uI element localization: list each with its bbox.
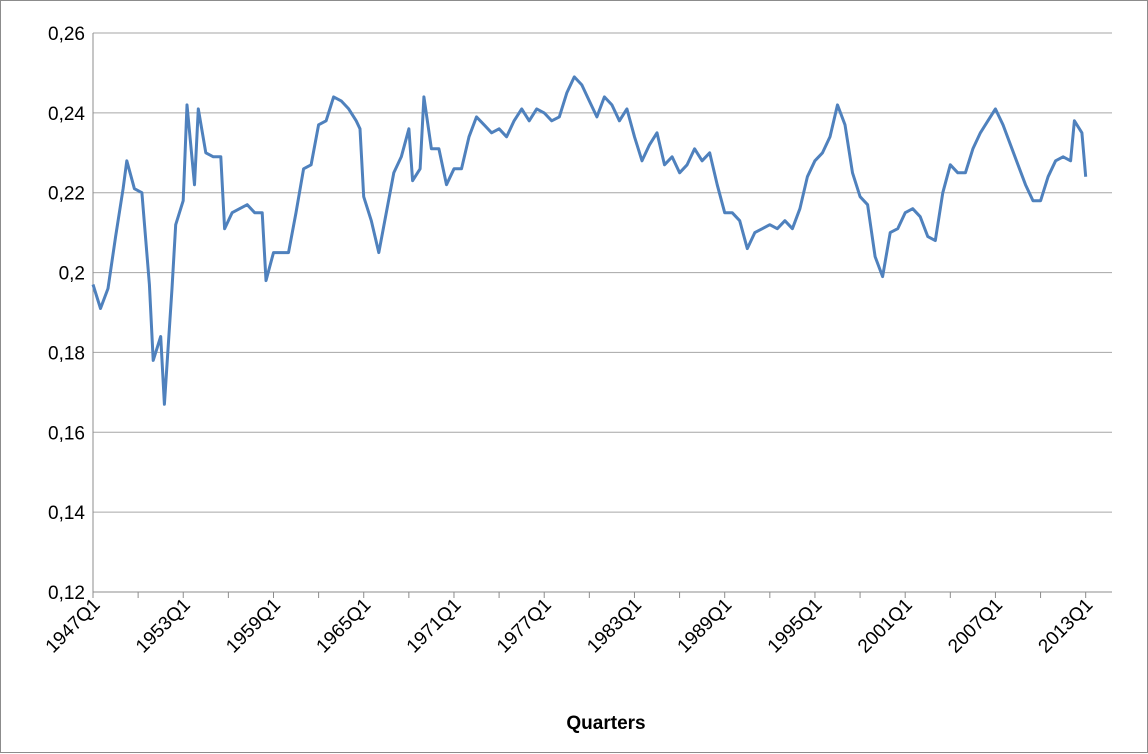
x-tick-label: 1965Q1	[313, 595, 376, 658]
x-tick-label: 1947Q1	[42, 595, 105, 658]
x-tick-label-group: 1971Q1	[403, 595, 466, 658]
y-tick-label: 0,24	[48, 104, 85, 125]
gridlines	[93, 32, 1112, 513]
x-tick-label-group: 1977Q1	[493, 595, 556, 658]
series-layer	[91, 75, 1088, 406]
y-tick-label: 0,12	[48, 583, 85, 604]
x-tick-label: 1971Q1	[403, 595, 466, 658]
x-tick-label: 1989Q1	[674, 595, 737, 658]
x-tick-label-group: 1953Q1	[132, 595, 195, 658]
y-tick-label: 0,18	[48, 343, 85, 364]
y-tick-labels: 0,12 0,14 0,16 0,18 0,2 0,22 0,24 0,26	[48, 24, 85, 604]
x-tick-label: 2013Q1	[1035, 595, 1098, 658]
x-tick-label-group: 1959Q1	[222, 595, 285, 658]
y-tick-label: 0,22	[48, 184, 85, 205]
x-tick-label: 1983Q1	[583, 595, 646, 658]
x-tick-labels: 1947Q1 1953Q1 1959Q1 1965Q1 1971Q1 1977Q1 1983…	[42, 595, 1097, 658]
x-tick-label: 2001Q1	[854, 595, 917, 658]
x-tick-label-group: 1989Q1	[674, 595, 737, 658]
x-axis-title: Quarters	[566, 713, 645, 734]
x-tick-label-group: 2007Q1	[944, 595, 1007, 658]
x-tick-label-group: 1983Q1	[583, 595, 646, 658]
y-tick-label: 0,16	[48, 423, 85, 444]
y-tick-label: 0,26	[48, 24, 85, 45]
x-tick-label: 1977Q1	[493, 595, 556, 658]
y-tick-label: 0,14	[48, 503, 85, 524]
y-tick-label: 0,2	[59, 264, 85, 285]
series-line	[91, 75, 1088, 406]
x-tick-label-group: 1965Q1	[313, 595, 376, 658]
x-tick-label-group: 2013Q1	[1035, 595, 1098, 658]
x-tick-label: 2007Q1	[944, 595, 1007, 658]
x-tick-label: 1953Q1	[132, 595, 195, 658]
x-tick-label-group: 1995Q1	[764, 595, 827, 658]
x-tick-label-group: 2001Q1	[854, 595, 917, 658]
x-tick-label: 1959Q1	[222, 595, 285, 658]
x-tick-label-group: 1947Q1	[42, 595, 105, 658]
axes	[92, 33, 1112, 598]
x-tick-label: 1995Q1	[764, 595, 827, 658]
